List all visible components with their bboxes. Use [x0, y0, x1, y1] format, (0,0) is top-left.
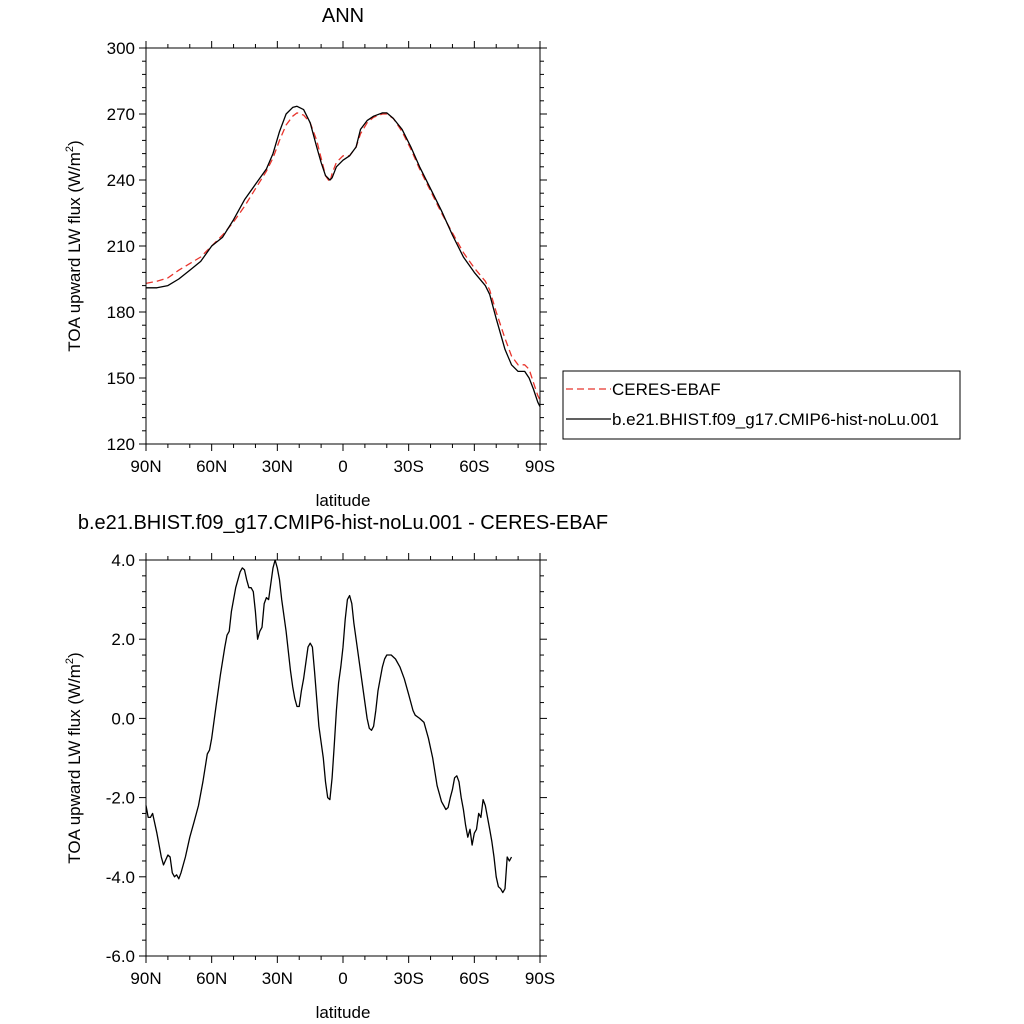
x-tick-label: 60S [459, 969, 489, 988]
y-tick-label: -4.0 [106, 868, 135, 887]
legend-label-model: b.e21.BHIST.f09_g17.CMIP6-hist-noLu.001 [612, 410, 939, 429]
y-tick-label: 270 [107, 105, 135, 124]
y-tick-label: -6.0 [106, 947, 135, 966]
bottom-tick-labels: -6.0 -4.0 -2.0 0.0 2.0 4.0 90N 60N 30N 0 30S 60S 90S [106, 551, 555, 988]
top-tick-labels: 120 150 180 210 240 270 300 90N 60N 30N 0 30S 60S 90S [107, 39, 556, 476]
y-tick-label: 150 [107, 369, 135, 388]
y-tick-label: -2.0 [106, 789, 135, 808]
bottom-y-axis-label: TOA upward LW flux (W/m2) [64, 652, 84, 863]
x-tick-label: 30N [262, 969, 293, 988]
legend-box [562, 370, 961, 440]
series-line-0-1 [146, 105, 541, 407]
bottom-lines [145, 559, 513, 894]
series-line-1-0 [145, 559, 513, 894]
x-tick-label: 0 [338, 969, 347, 988]
legend: CERES-EBAF b.e21.BHIST.f09_g17.CMIP6-his… [562, 370, 961, 440]
y-tick-label: 2.0 [111, 630, 135, 649]
legend-label-ceres: CERES-EBAF [612, 380, 721, 399]
y-tick-label: 0.0 [111, 709, 135, 728]
top-y-axis-label: TOA upward LW flux (W/m2) [64, 140, 84, 351]
y-tick-label: 300 [107, 39, 135, 58]
x-tick-label: 90S [525, 969, 555, 988]
bottom-plot-frame [145, 559, 541, 957]
x-tick-label: 90N [130, 969, 161, 988]
x-tick-label: 30S [394, 969, 424, 988]
top-plot-frame [145, 47, 541, 445]
top-x-axis-label: latitude [316, 491, 371, 510]
bottom-panel: b.e21.BHIST.f09_g17.CMIP6-hist-noLu.001 … [64, 512, 608, 1022]
y-tick-label: 210 [107, 237, 135, 256]
x-tick-label: 60N [196, 969, 227, 988]
x-tick-label: 90S [525, 457, 555, 476]
top-chart-title: ANN [322, 5, 364, 27]
top-panel: ANN 120 150 180 210 240 270 300 90N 60N 30N 0 30S 60… [64, 5, 555, 510]
y-tick-label: 120 [107, 435, 135, 454]
bottom-chart-title: b.e21.BHIST.f09_g17.CMIP6-hist-noLu.001 … [78, 512, 608, 534]
y-tick-label: 240 [107, 171, 135, 190]
bottom-x-axis-label: latitude [316, 1003, 371, 1022]
y-tick-label: 180 [107, 303, 135, 322]
x-tick-label: 30N [262, 457, 293, 476]
top-lines [145, 105, 541, 407]
x-tick-label: 0 [338, 457, 347, 476]
top-ticks [139, 41, 547, 451]
y-tick-label: 4.0 [111, 551, 135, 570]
x-tick-label: 60S [459, 457, 489, 476]
x-tick-label: 30S [394, 457, 424, 476]
bottom-ticks [139, 553, 547, 963]
series-line-0-0 [145, 112, 541, 401]
x-tick-label: 60N [196, 457, 227, 476]
x-tick-label: 90N [130, 457, 161, 476]
